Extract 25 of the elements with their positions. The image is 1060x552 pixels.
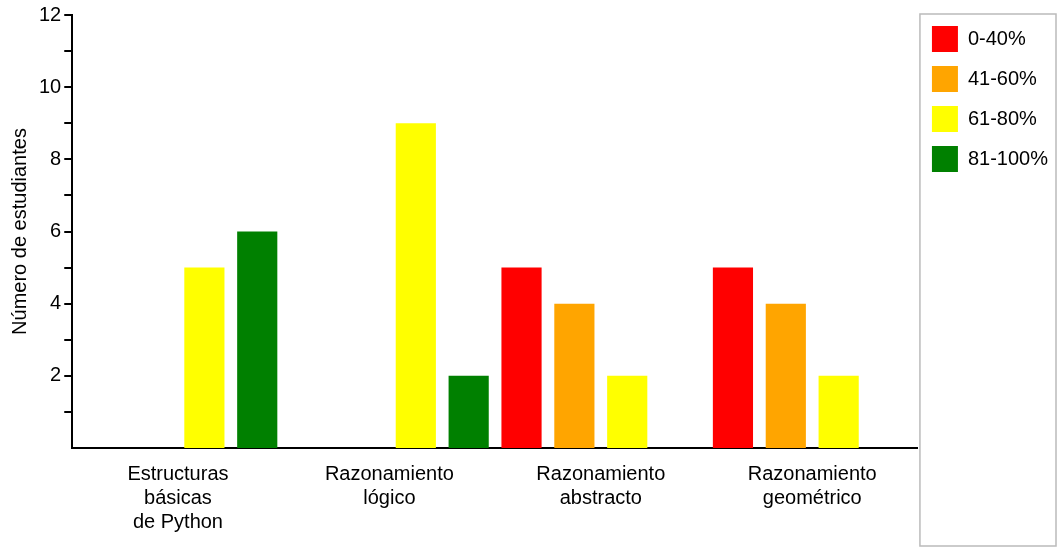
legend-label: 41-60% xyxy=(967,66,1038,89)
y-tick-label: 6 xyxy=(50,219,62,242)
y-tick-label: 10 xyxy=(39,74,62,97)
y-tick-label: 4 xyxy=(50,291,62,314)
bar xyxy=(395,123,436,448)
bar xyxy=(765,303,806,448)
y-tick-label: 2 xyxy=(50,363,62,386)
y-axis-title: Número de estudiantes xyxy=(7,128,30,335)
bar xyxy=(448,375,489,448)
bar xyxy=(818,375,859,448)
legend-label: 0-40% xyxy=(967,26,1026,49)
y-tick-label: 12 xyxy=(39,2,62,25)
x-tick-label: Razonamiento abstracto xyxy=(536,461,666,508)
bar xyxy=(184,267,225,448)
bar xyxy=(237,231,278,448)
x-tick-label: Estructuras básicas de Python xyxy=(127,461,229,532)
bar xyxy=(554,303,595,448)
bar xyxy=(712,267,754,448)
legend-label: 61-80% xyxy=(967,106,1038,129)
y-tick-label: 8 xyxy=(50,146,62,169)
x-tick-label: Razonamiento lógico xyxy=(324,461,454,508)
legend-label: 81-100% xyxy=(967,146,1049,169)
bar xyxy=(607,375,648,448)
bar xyxy=(501,267,542,448)
x-tick-label: Razonamiento geométrico xyxy=(747,461,877,508)
